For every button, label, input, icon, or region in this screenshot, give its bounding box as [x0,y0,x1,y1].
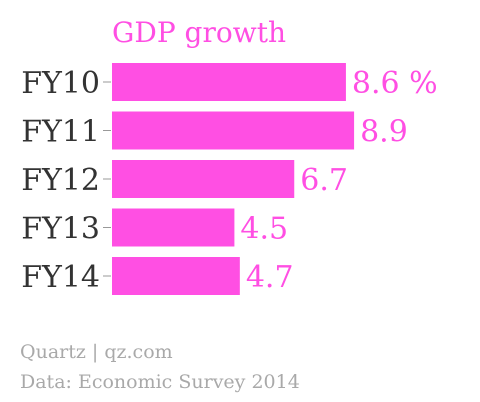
category-label-fy10: FY10 [21,66,100,101]
footer-source: Quartz | qz.com [20,341,173,363]
bar-fy10 [112,63,346,101]
bar-fy14 [112,257,240,295]
value-label-fy13: 4.5 [240,212,288,247]
category-label-fy12: FY12 [21,163,100,198]
value-label-fy11: 8.9 [360,115,408,150]
bar-fy11 [112,111,355,150]
value-label-fy14: 4.7 [246,260,294,295]
category-label-fy14: FY14 [21,260,100,295]
bar-fy13 [112,208,235,247]
category-label-fy11: FY11 [21,115,100,150]
value-label-fy10: 8.6 % [352,66,438,101]
footer-data-source: Data: Economic Survey 2014 [20,371,300,393]
bar-fy12 [112,160,295,198]
value-label-fy12: 6.7 [300,163,348,198]
series-title: GDP growth [112,16,286,49]
category-label-fy13: FY13 [21,212,100,247]
